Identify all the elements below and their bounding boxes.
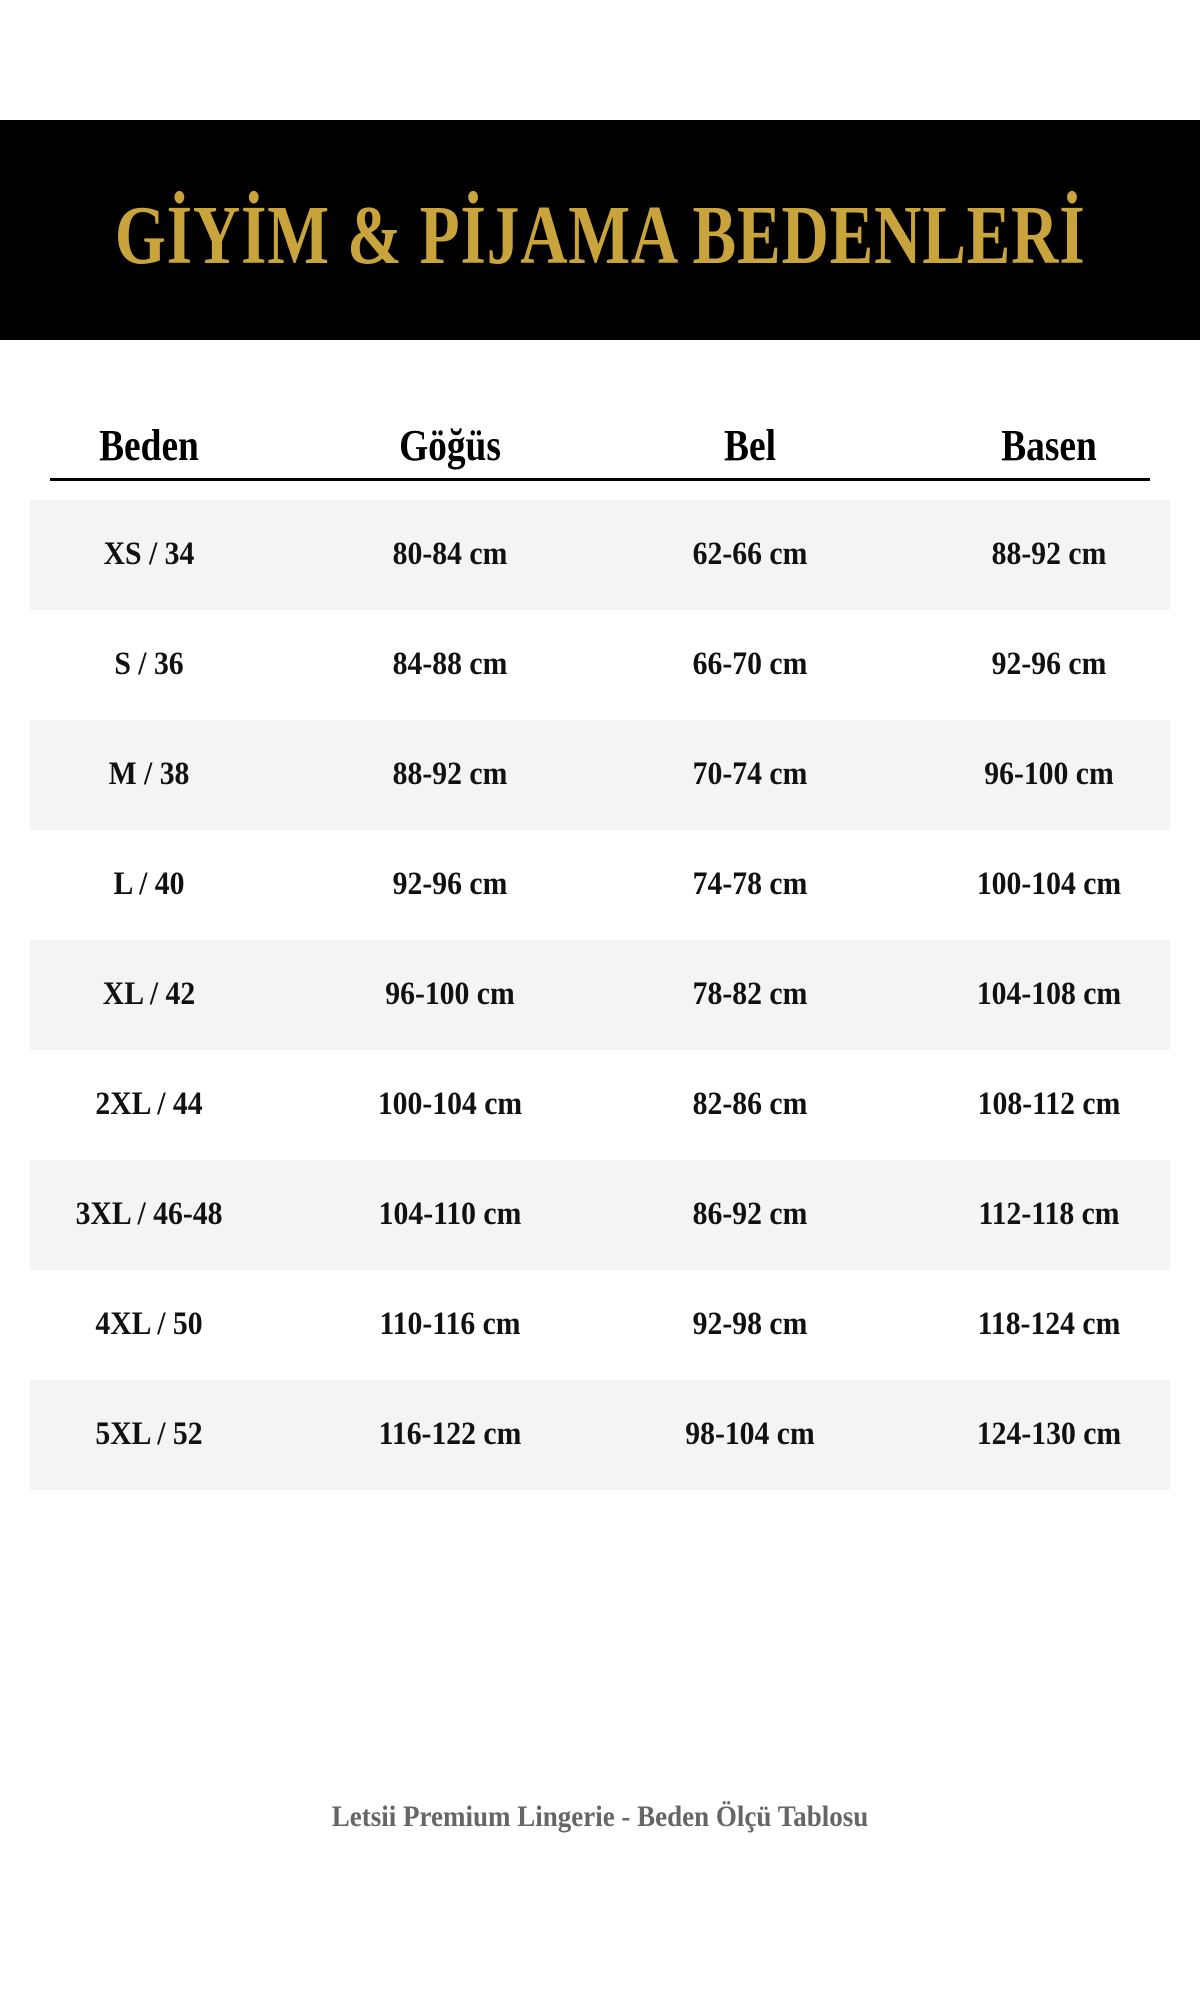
header-divider [50,478,1150,481]
cell-size: S / 36 [114,646,184,682]
header-bel: Bel [724,421,776,470]
cell-waist: 86-92 cm [692,1196,808,1232]
cell-size: 5XL / 52 [95,1416,203,1452]
cell-size: M / 38 [108,756,190,792]
cell-hip: 112-118 cm [978,1196,1120,1232]
cell-chest: 84-88 cm [392,646,508,682]
cell-size: L / 40 [113,866,185,902]
title-banner: GİYİM & PİJAMA BEDENLERİ [0,120,1200,340]
cell-hip: 108-112 cm [977,1086,1121,1122]
cell-chest: 96-100 cm [385,976,515,1012]
table-row: L / 40 92-96 cm 74-78 cm 100-104 cm [30,830,1170,940]
cell-hip: 100-104 cm [976,866,1122,902]
cell-waist: 98-104 cm [685,1416,815,1452]
cell-waist: 62-66 cm [692,536,808,572]
cell-size: 4XL / 50 [95,1306,203,1342]
cell-waist: 82-86 cm [692,1086,808,1122]
cell-chest: 116-122 cm [378,1416,522,1452]
cell-hip: 88-92 cm [991,536,1107,572]
header-gogus: Göğüs [399,421,501,470]
footer-caption: Letsii Premium Lingerie - Beden Ölçü Tab… [331,1800,869,1833]
cell-size: 2XL / 44 [95,1086,203,1122]
table-row: 4XL / 50 110-116 cm 92-98 cm 118-124 cm [30,1270,1170,1380]
table-row: M / 38 88-92 cm 70-74 cm 96-100 cm [30,720,1170,830]
cell-chest: 100-104 cm [377,1086,523,1122]
cell-hip: 104-108 cm [976,976,1122,1012]
cell-hip: 92-96 cm [991,646,1107,682]
cell-chest: 80-84 cm [392,536,508,572]
cell-waist: 66-70 cm [692,646,808,682]
cell-waist: 78-82 cm [692,976,808,1012]
table-row: S / 36 84-88 cm 66-70 cm 92-96 cm [30,610,1170,720]
cell-waist: 74-78 cm [692,866,808,902]
table-row: 5XL / 52 116-122 cm 98-104 cm 124-130 cm [30,1380,1170,1490]
table-row: 2XL / 44 100-104 cm 82-86 cm 108-112 cm [30,1050,1170,1160]
header-basen: Basen [1001,421,1097,470]
table-header: Beden Göğüs Bel Basen [0,420,1200,476]
cell-size: XS / 34 [103,536,195,572]
page-title: GİYİM & PİJAMA BEDENLERİ [114,188,1086,282]
cell-waist: 92-98 cm [692,1306,808,1342]
table-row: XL / 42 96-100 cm 78-82 cm 104-108 cm [30,940,1170,1050]
cell-size: XL / 42 [102,976,196,1012]
cell-hip: 118-124 cm [977,1306,1121,1342]
cell-hip: 96-100 cm [984,756,1114,792]
cell-hip: 124-130 cm [976,1416,1122,1452]
cell-chest: 92-96 cm [392,866,508,902]
cell-chest: 110-116 cm [379,1306,521,1342]
cell-chest: 88-92 cm [392,756,508,792]
header-beden: Beden [99,421,199,470]
table-row: 3XL / 46-48 104-110 cm 86-92 cm 112-118 cm [30,1160,1170,1270]
cell-chest: 104-110 cm [378,1196,522,1232]
cell-size: 3XL / 46-48 [75,1196,223,1232]
table-row: XS / 34 80-84 cm 62-66 cm 88-92 cm [30,500,1170,610]
cell-waist: 70-74 cm [692,756,808,792]
